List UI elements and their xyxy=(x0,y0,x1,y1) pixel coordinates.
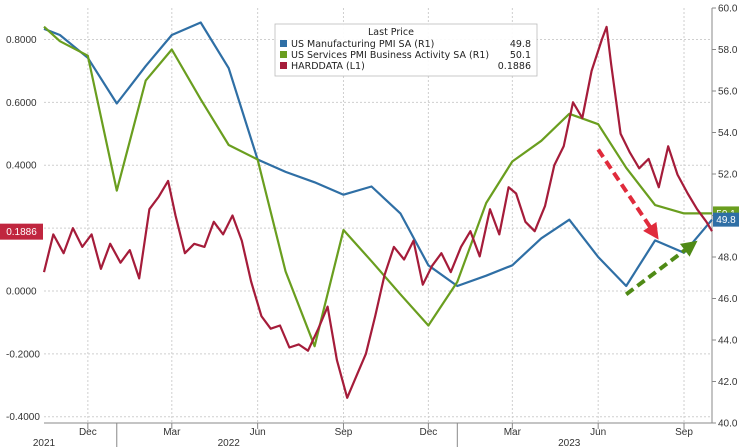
legend-header: Last Price xyxy=(368,27,414,38)
legend-entry-value: 49.8 xyxy=(510,39,531,50)
x-tick-label: Jun xyxy=(590,427,606,438)
x-year-label: 2021 xyxy=(33,438,56,448)
x-tick-label: Sep xyxy=(675,427,693,438)
y-right-tick-label: 40.0 xyxy=(718,419,738,430)
trend-arrow-1 xyxy=(596,148,659,240)
legend-entry-name: HARDDATA (L1) xyxy=(291,61,365,72)
series-lines xyxy=(42,21,713,399)
y-right-tick-label: 42.0 xyxy=(718,377,738,388)
y-right-tick-label: 58.0 xyxy=(718,45,738,56)
y-left-tick-label: 0.4000 xyxy=(6,161,37,172)
series-line-1 xyxy=(43,21,713,288)
legend-swatch xyxy=(280,62,287,69)
x-year-label: 2023 xyxy=(558,438,581,448)
legend-entry-value: 50.1 xyxy=(510,50,531,61)
legend-swatch xyxy=(280,51,287,58)
grid xyxy=(44,8,712,423)
y-left-tick-label: 0.8000 xyxy=(6,35,37,46)
y-left-tick-label: 0.0000 xyxy=(6,286,37,297)
legend-entry-name: US Services PMI Business Activity SA (R1… xyxy=(291,50,489,61)
last-value-badges: 0.188650.149.8 xyxy=(0,206,739,240)
x-tick-label: Jun xyxy=(250,427,266,438)
series-line-2 xyxy=(43,25,712,348)
trend-arrows xyxy=(596,148,698,296)
x-tick-label: Dec xyxy=(419,427,437,438)
y-right-tick-label: 52.0 xyxy=(718,170,738,181)
legend-entry-value: 0.1886 xyxy=(498,61,531,72)
y-right-tick-label: 54.0 xyxy=(718,128,738,139)
badge-left xyxy=(0,223,43,240)
legend-entry-name: US Manufacturing PMI SA (R1) xyxy=(291,39,434,50)
badge-right-text: 49.8 xyxy=(716,215,736,226)
y-right-tick-label: 56.0 xyxy=(718,87,738,98)
legend-box xyxy=(274,23,538,77)
legend-swatch xyxy=(280,40,287,47)
y-left-tick-label: 0.6000 xyxy=(6,98,37,109)
x-tick-label: Sep xyxy=(335,427,353,438)
x-tick-label: Mar xyxy=(504,427,522,438)
y-left-tick-label: -0.2000 xyxy=(6,349,40,360)
series-line-3 xyxy=(42,25,713,399)
x-axis: Dec Mar Jun Sep Dec Mar Jun Sep 2021 2022 2023 xyxy=(33,422,712,448)
badge-right xyxy=(713,212,739,227)
x-tick-label: Mar xyxy=(163,427,181,438)
x-tick-label: Dec xyxy=(79,427,97,438)
y-right-tick-label: 44.0 xyxy=(718,336,738,347)
y-right-tick-label: 46.0 xyxy=(718,294,738,305)
y-left-tick-label: -0.4000 xyxy=(6,412,40,423)
y-right-tick-label: 60.0 xyxy=(718,4,738,15)
badge-left-text: 0.1886 xyxy=(6,227,37,238)
y-right-tick-label: 48.0 xyxy=(718,253,738,264)
x-year-label: 2022 xyxy=(218,438,241,448)
